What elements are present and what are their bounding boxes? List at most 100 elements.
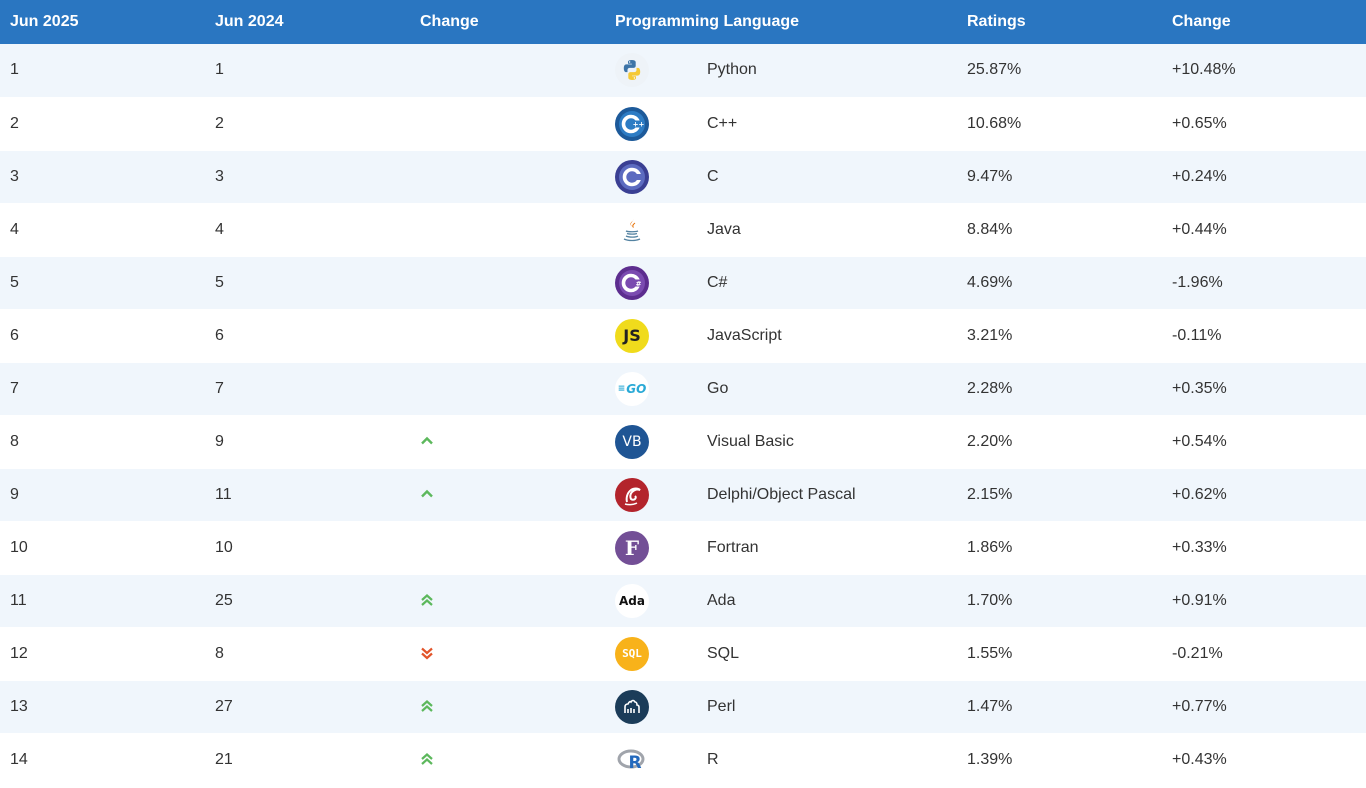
table-row: 7 7 ≡ GO Go 2.28% +0.35% (0, 362, 1366, 416)
rank-change-cell (410, 415, 615, 469)
rank-jun-2025: 9 (0, 468, 205, 522)
rating-value: 1.47% (957, 680, 1162, 734)
rank-jun-2025: 5 (0, 256, 205, 310)
arrow-up-icon (421, 490, 433, 498)
language-name: R (697, 733, 957, 787)
rank-change-cell (410, 574, 615, 628)
table-row: 3 3 C 9.47% +0.24% (0, 150, 1366, 204)
delphi-icon (615, 477, 649, 512)
rating-value: 10.68% (957, 97, 1162, 151)
language-logo-cell: ≡ GO (615, 362, 697, 416)
perl-icon (615, 689, 649, 724)
rating-value: 2.15% (957, 468, 1162, 522)
column-header-jun-2024[interactable]: Jun 2024 (205, 0, 410, 44)
rating-value: 8.84% (957, 203, 1162, 257)
csharp-icon: # (615, 265, 649, 300)
table-row: 6 6 JS JavaScript 3.21% -0.11% (0, 309, 1366, 363)
rating-value: 25.87% (957, 44, 1162, 98)
rank-jun-2024: 8 (205, 627, 410, 681)
svg-text:R: R (628, 753, 641, 773)
table-row: 13 27 Perl 1.47% +0.77% (0, 680, 1366, 734)
r-icon: R (615, 742, 649, 777)
rank-jun-2024: 10 (205, 521, 410, 575)
language-name: C (697, 150, 957, 204)
table-row: 5 5 # C# 4.69% -1.96% (0, 256, 1366, 310)
table-row: 11 25 Ada Ada 1.70% +0.91% (0, 574, 1366, 628)
rating-change: +0.44% (1162, 203, 1366, 257)
rating-change: +10.48% (1162, 44, 1366, 98)
rank-jun-2024: 1 (205, 44, 410, 98)
rank-change-cell (410, 468, 615, 522)
rating-change: -0.21% (1162, 627, 1366, 681)
language-name: C++ (697, 97, 957, 151)
rank-change-cell (410, 203, 615, 257)
rank-jun-2024: 7 (205, 362, 410, 416)
table-row: 14 21 R R 1.39% +0.43% (0, 733, 1366, 787)
cplusplus-icon: ++ (615, 106, 649, 141)
rank-change-cell (410, 627, 615, 681)
language-name: Visual Basic (697, 415, 957, 469)
rank-jun-2024: 5 (205, 256, 410, 310)
language-logo-cell: Ada (615, 574, 697, 628)
rating-value: 9.47% (957, 150, 1162, 204)
rank-jun-2025: 11 (0, 574, 205, 628)
rating-change: +0.54% (1162, 415, 1366, 469)
column-header-rating-change[interactable]: Change (1162, 0, 1366, 44)
rank-jun-2024: 27 (205, 680, 410, 734)
rating-change: -1.96% (1162, 256, 1366, 310)
language-logo-cell: # (615, 256, 697, 310)
column-header-jun-2025[interactable]: Jun 2025 (0, 0, 205, 44)
rank-jun-2024: 2 (205, 97, 410, 151)
rank-jun-2025: 3 (0, 150, 205, 204)
rank-change-cell (410, 521, 615, 575)
table-row: 8 9 VB Visual Basic 2.20% +0.54% (0, 415, 1366, 469)
rating-change: +0.35% (1162, 362, 1366, 416)
javascript-icon: JS (615, 318, 649, 353)
double-arrow-up-icon (421, 594, 433, 607)
rank-jun-2024: 6 (205, 309, 410, 363)
rank-jun-2025: 6 (0, 309, 205, 363)
language-logo-cell: VB (615, 415, 697, 469)
language-name: C# (697, 256, 957, 310)
rating-change: +0.65% (1162, 97, 1366, 151)
rank-change-cell (410, 97, 615, 151)
rating-value: 1.70% (957, 574, 1162, 628)
rank-jun-2024: 9 (205, 415, 410, 469)
language-name: JavaScript (697, 309, 957, 363)
rank-jun-2024: 3 (205, 150, 410, 204)
column-header-programming-language[interactable]: Programming Language (615, 0, 957, 44)
language-logo-cell (615, 44, 697, 98)
svg-text:#: # (636, 279, 642, 287)
column-header-change[interactable]: Change (410, 0, 615, 44)
rating-change: +0.91% (1162, 574, 1366, 628)
rank-jun-2024: 4 (205, 203, 410, 257)
rating-change: -0.11% (1162, 309, 1366, 363)
rating-change: +0.43% (1162, 733, 1366, 787)
sql-icon: SQL (615, 636, 649, 671)
rating-change: +0.33% (1162, 521, 1366, 575)
rating-value: 4.69% (957, 256, 1162, 310)
rating-change: +0.77% (1162, 680, 1366, 734)
c-icon (615, 159, 649, 194)
language-name: Perl (697, 680, 957, 734)
double-arrow-up-icon (421, 753, 433, 766)
go-icon: ≡ GO (615, 371, 649, 406)
language-name: Delphi/Object Pascal (697, 468, 957, 522)
language-name: Fortran (697, 521, 957, 575)
rank-change-cell (410, 362, 615, 416)
svg-text:++: ++ (633, 120, 645, 128)
rank-jun-2025: 12 (0, 627, 205, 681)
rank-jun-2025: 8 (0, 415, 205, 469)
table-row: 10 10 F Fortran 1.86% +0.33% (0, 521, 1366, 575)
rank-change-cell (410, 680, 615, 734)
rating-value: 2.20% (957, 415, 1162, 469)
table-row: 9 11 Delphi/Object Pascal 2.15% +0.62% (0, 468, 1366, 522)
table-row: 2 2 ++ C++ 10.68% +0.65% (0, 97, 1366, 151)
language-logo-cell: F (615, 521, 697, 575)
ada-icon: Ada (615, 583, 649, 618)
column-header-ratings[interactable]: Ratings (957, 0, 1162, 44)
language-logo-cell (615, 468, 697, 522)
rank-jun-2024: 25 (205, 574, 410, 628)
language-logo-cell (615, 680, 697, 734)
java-icon (615, 212, 649, 247)
